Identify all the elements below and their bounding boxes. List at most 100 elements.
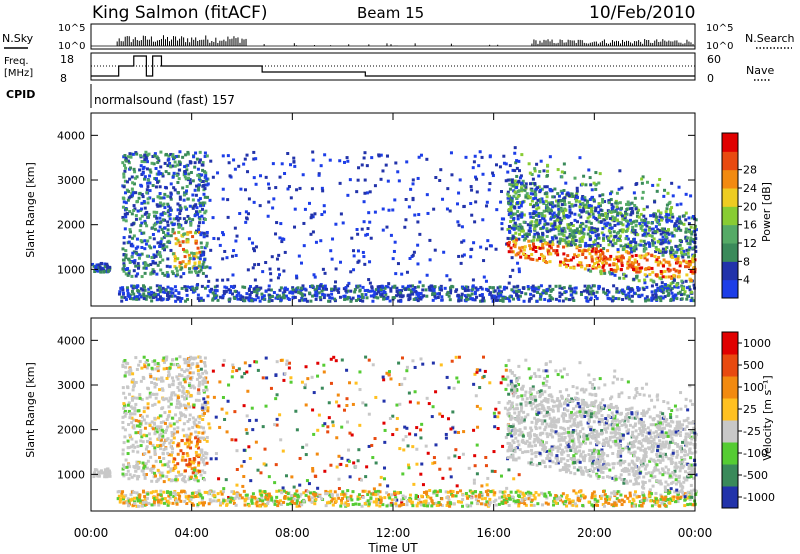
heatmap-cell [400, 272, 404, 276]
heatmap-cell [148, 168, 152, 172]
heatmap-cell [656, 260, 660, 264]
heatmap-cell [170, 291, 174, 295]
heatmap-cell [164, 186, 168, 190]
heatmap-cell [290, 475, 294, 479]
heatmap-cell [536, 186, 540, 190]
heatmap-cell [597, 213, 601, 217]
heatmap-cell [164, 357, 168, 361]
heatmap-cell [479, 285, 483, 289]
heatmap-cell [132, 474, 136, 478]
heatmap-cell [642, 219, 646, 223]
heatmap-cell [159, 379, 163, 383]
heatmap-cell [591, 246, 595, 250]
heatmap-cell [284, 490, 288, 494]
heatmap-cell [548, 202, 552, 206]
heatmap-cell [169, 402, 173, 406]
heatmap-cell [129, 445, 133, 449]
heatmap-cell [564, 265, 568, 269]
heatmap-cell [93, 471, 97, 475]
heatmap-cell [158, 260, 162, 264]
heatmap-cell [516, 383, 520, 387]
heatmap-cell [494, 163, 498, 167]
heatmap-cell [96, 266, 100, 270]
heatmap-cell [93, 270, 97, 274]
heatmap-cell [678, 243, 682, 247]
heatmap-cell [318, 295, 322, 299]
heatmap-cell [497, 411, 501, 415]
heatmap-cell [555, 213, 559, 217]
heatmap-cell [467, 466, 471, 470]
heatmap-cell [273, 423, 277, 427]
heatmap-cell [608, 263, 612, 267]
heatmap-cell [282, 378, 286, 382]
heatmap-cell [457, 191, 461, 195]
heatmap-cell [361, 250, 365, 254]
heatmap-cell [475, 368, 479, 372]
heatmap-cell [475, 295, 479, 299]
heatmap-cell [151, 232, 155, 236]
heatmap-cell [140, 221, 144, 225]
heatmap-cell [531, 257, 535, 261]
heatmap-cell [541, 246, 545, 250]
heatmap-cell [532, 238, 536, 242]
heatmap-cell [560, 232, 564, 236]
heatmap-cell [127, 409, 131, 413]
heatmap-cell [411, 359, 415, 363]
heatmap-cell [547, 201, 551, 205]
heatmap-cell [189, 288, 193, 292]
heatmap-cell [144, 421, 148, 425]
heatmap-cell [687, 222, 691, 226]
heatmap-cell [559, 189, 563, 193]
heatmap-cell [203, 463, 207, 467]
heatmap-cell [94, 265, 98, 269]
heatmap-cell [516, 294, 520, 298]
heatmap-cell [322, 370, 326, 374]
heatmap-cell [398, 288, 402, 292]
heatmap-cell [191, 235, 195, 239]
heatmap-cell [474, 394, 478, 398]
heatmap-cell [323, 284, 327, 288]
heatmap-cell [630, 287, 634, 291]
heatmap-cell [173, 188, 177, 192]
heatmap-cell [406, 294, 410, 298]
heatmap-cell [393, 240, 397, 244]
heatmap-cell [385, 154, 389, 158]
heatmap-cell [106, 267, 110, 271]
heatmap-cell [650, 234, 654, 238]
heatmap-cell [447, 386, 451, 390]
heatmap-cell [666, 228, 670, 232]
heatmap-cell [559, 221, 563, 225]
heatmap-cell [539, 295, 543, 299]
heatmap-cell [597, 236, 601, 240]
heatmap-cell [205, 461, 209, 465]
heatmap-cell [169, 453, 173, 457]
heatmap-cell [242, 460, 246, 464]
heatmap-cell [124, 458, 128, 462]
heatmap-cell [605, 212, 609, 216]
heatmap-cell [175, 269, 179, 273]
heatmap-cell [425, 490, 429, 494]
heatmap-cell [245, 431, 249, 435]
power-heatmap [91, 146, 698, 303]
heatmap-cell [566, 223, 570, 227]
heatmap-cell [610, 218, 614, 222]
heatmap-cell [307, 482, 311, 486]
heatmap-cell [163, 463, 167, 467]
heatmap-cell [127, 477, 131, 481]
heatmap-cell [149, 263, 153, 267]
heatmap-cell [419, 357, 423, 361]
heatmap-cell [197, 431, 201, 435]
heatmap-cell [102, 270, 106, 274]
heatmap-cell [169, 396, 173, 400]
heatmap-cell [156, 180, 160, 184]
heatmap-cell [575, 198, 579, 202]
heatmap-cell [331, 237, 335, 241]
heatmap-cell [419, 436, 423, 440]
heatmap-cell [185, 368, 189, 372]
heatmap-cell [264, 404, 268, 408]
heatmap-cell [680, 297, 684, 301]
heatmap-cell [335, 400, 339, 404]
heatmap-cell [118, 290, 122, 294]
heatmap-cell [653, 254, 657, 258]
heatmap-cell [254, 298, 258, 302]
